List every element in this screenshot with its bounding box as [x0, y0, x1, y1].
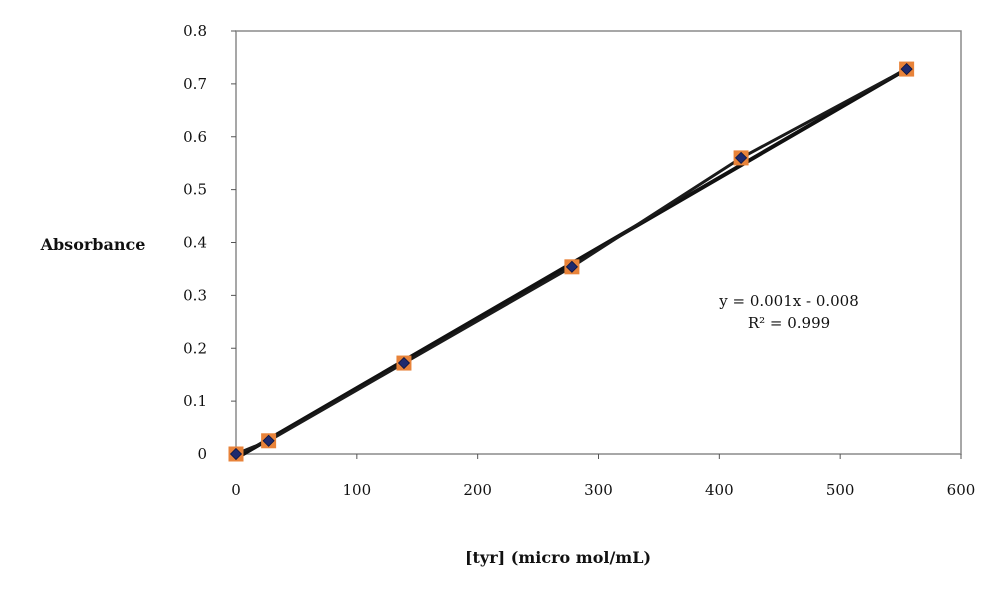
data-point-diamond: [565, 260, 578, 273]
y-tick-label: 0.4: [183, 234, 207, 252]
data-point-diamond: [397, 356, 411, 370]
x-tick-label: 100: [343, 481, 372, 499]
x-tick-label: 600: [947, 481, 976, 499]
y-tick-label: 0: [197, 445, 207, 463]
trendline-equation: y = 0.001x - 0.008: [718, 292, 859, 310]
y-tick-label: 0.7: [183, 75, 207, 93]
x-tick-label: 500: [826, 481, 855, 499]
x-tick-label: 200: [463, 481, 492, 499]
y-tick-label: 0.2: [183, 339, 207, 357]
series-markers: [228, 61, 915, 462]
data-point-diamond: [900, 63, 913, 76]
y-axis-title: Absorbance: [40, 235, 146, 254]
x-axis-ticks: 0 100 200 300 400 500 600: [231, 454, 975, 499]
data-point-diamond: [229, 447, 243, 461]
y-tick-label: 0.5: [183, 181, 207, 199]
x-tick-label: 0: [231, 481, 241, 499]
y-tick-label: 0.3: [183, 286, 207, 304]
x-tick-label: 400: [705, 481, 734, 499]
y-tick-label: 0.6: [183, 128, 207, 146]
plot-area: [235, 30, 962, 455]
x-tick-label: 300: [584, 481, 613, 499]
y-axis-ticks: 0 0.1 0.2 0.3 0.4 0.5 0.6 0.7 0.8: [183, 22, 236, 463]
y-tick-label: 0.1: [183, 392, 207, 410]
data-point-diamond: [735, 151, 748, 164]
data-point-diamond: [262, 434, 275, 447]
y-tick-label: 0.8: [183, 22, 207, 40]
trendline-r-squared: R² = 0.999: [748, 314, 830, 332]
x-axis-title: [tyr] (micro mol/mL): [465, 548, 651, 567]
